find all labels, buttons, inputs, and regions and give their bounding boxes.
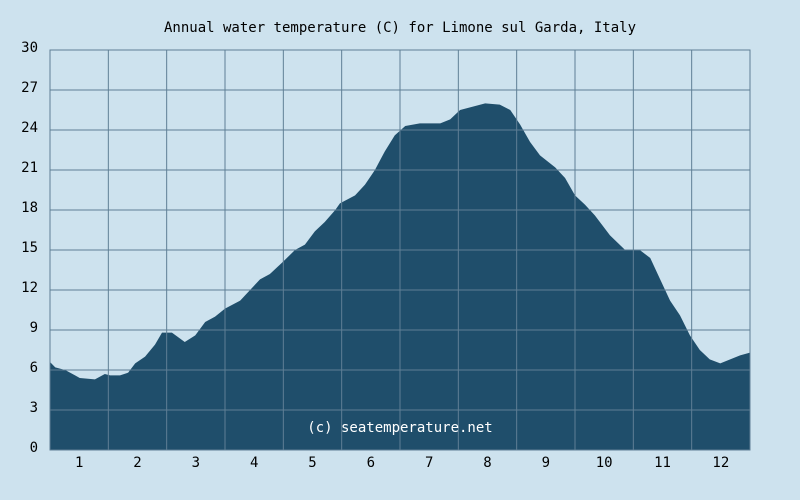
- x-tick-label: 11: [654, 455, 671, 471]
- plot-border: [49, 49, 751, 451]
- y-tick-label: 9: [30, 320, 38, 336]
- x-tick-label: 6: [367, 455, 375, 471]
- x-tick-label: 12: [712, 455, 729, 471]
- y-tick-label: 30: [21, 40, 38, 56]
- x-tick-label: 5: [308, 455, 316, 471]
- y-tick-label: 24: [21, 120, 38, 136]
- x-tick-label: 2: [133, 455, 141, 471]
- y-tick-label: 0: [30, 440, 38, 456]
- x-tick-label: 10: [596, 455, 613, 471]
- y-tick-label: 27: [21, 80, 38, 96]
- x-tick-label: 7: [425, 455, 433, 471]
- chart-title: Annual water temperature (C) for Limone …: [164, 20, 636, 36]
- x-tick-label: 1: [75, 455, 83, 471]
- watermark: (c) seatemperature.net: [307, 420, 492, 436]
- x-tick-label: 4: [250, 455, 258, 471]
- y-tick-label: 18: [21, 200, 38, 216]
- x-tick-label: 3: [192, 455, 200, 471]
- y-tick-label: 6: [30, 360, 38, 376]
- y-tick-label: 15: [21, 240, 38, 256]
- x-tick-label: 9: [542, 455, 550, 471]
- x-tick-label: 8: [483, 455, 491, 471]
- y-tick-label: 3: [30, 400, 38, 416]
- y-tick-label: 12: [21, 280, 38, 296]
- y-tick-label: 21: [21, 160, 38, 176]
